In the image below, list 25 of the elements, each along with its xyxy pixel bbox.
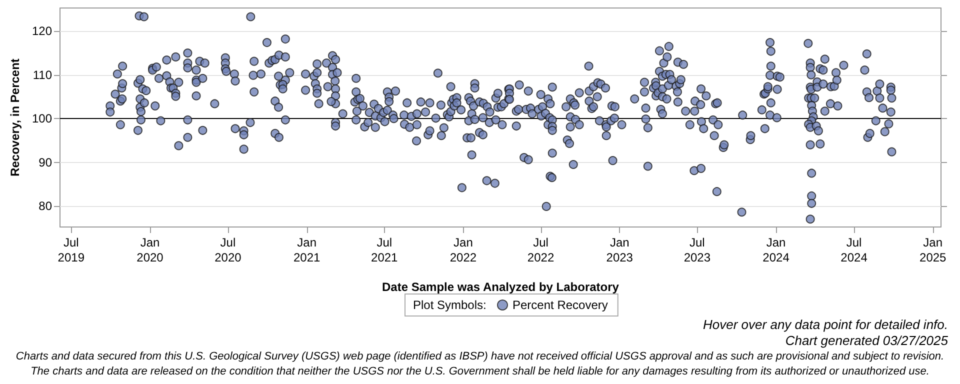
y-axis-title: Recovery, in Percent (8, 58, 22, 176)
x-tick-label: Jul 2019 (58, 236, 85, 264)
text: Hover over any data point for detailed info. (703, 317, 948, 332)
x-tick-label: Jul 2023 (684, 236, 711, 264)
x-tick-label: Jan 2023 (606, 236, 634, 264)
text: Chart generated 03/27/2025 (785, 333, 949, 348)
x-tick-label: Jan 2024 (762, 236, 790, 264)
y-tick-label: 100 (32, 112, 52, 126)
y-tick-label: 110 (32, 68, 52, 82)
legend-title: Plot Symbols: (413, 298, 486, 312)
x-tick-label: Jan 2020 (136, 236, 164, 264)
x-tick-label: Jul 2020 (214, 236, 242, 264)
y-tick-label: 90 (38, 155, 52, 170)
x-tick-label: Jan 2025 (920, 236, 947, 264)
x-tick-label: Jul 2021 (371, 236, 398, 264)
y-tick-label: 120 (32, 24, 52, 38)
x-tick-label: Jan 2022 (450, 236, 477, 264)
x-tick-label: Jul 2024 (840, 236, 868, 264)
x-tick-label: Jul 2022 (527, 236, 554, 264)
text: The charts and data are released on the condition that neither the USGS nor the U.S. Government shall be held liable for any damages resulting from its authorized or unauthorized use. (30, 366, 930, 378)
legend-label: Percent Recovery (512, 298, 608, 312)
y-tick-label: 80 (38, 199, 52, 214)
text: Charts and data secured from this U.S. Geological Survey (USGS) web page (identified as IBSP) have not received official USGS approval and as such are provisional and subject to revision. (16, 350, 944, 362)
x-tick-label: Jan 2021 (293, 236, 320, 264)
x-axis-title: Date Sample was Analyzed by Laboratory (382, 280, 620, 294)
